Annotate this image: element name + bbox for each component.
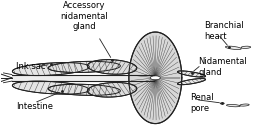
Text: Intestine: Intestine	[16, 102, 53, 111]
Polygon shape	[87, 60, 137, 74]
Text: Ink sac: Ink sac	[16, 62, 46, 71]
Polygon shape	[178, 78, 206, 85]
Text: Nidamental
gland: Nidamental gland	[199, 57, 247, 77]
Polygon shape	[48, 61, 120, 72]
Polygon shape	[87, 82, 137, 97]
Text: Accessory
nidamental
gland: Accessory nidamental gland	[60, 1, 108, 31]
Polygon shape	[12, 63, 89, 76]
Text: Branchial
heart: Branchial heart	[204, 21, 244, 41]
Text: Renal
pore: Renal pore	[190, 93, 214, 113]
Ellipse shape	[227, 104, 240, 107]
Ellipse shape	[220, 103, 224, 104]
Ellipse shape	[241, 46, 251, 48]
Polygon shape	[178, 71, 206, 77]
Polygon shape	[12, 81, 89, 94]
Ellipse shape	[225, 46, 241, 50]
Ellipse shape	[240, 104, 249, 106]
Polygon shape	[129, 32, 182, 124]
Polygon shape	[12, 74, 154, 81]
Polygon shape	[48, 84, 120, 95]
Circle shape	[150, 76, 160, 80]
